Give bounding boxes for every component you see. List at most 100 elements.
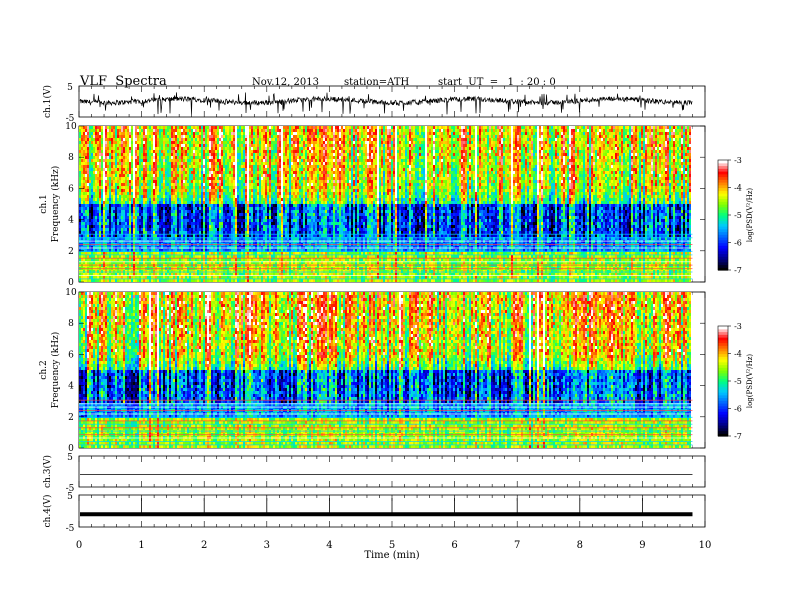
spectrogram-cell xyxy=(125,231,127,234)
spectrogram-cell xyxy=(93,129,95,132)
spectrogram-cell xyxy=(91,213,93,216)
spectrogram-cell xyxy=(103,219,105,222)
spectrogram-cell xyxy=(91,171,93,174)
spectrogram-cell xyxy=(87,132,89,135)
spectrogram-cell xyxy=(91,210,93,213)
spectrogram-cell xyxy=(109,222,111,225)
spectrogram-cell xyxy=(109,210,111,213)
spectrogram-cell xyxy=(111,177,113,180)
spectrogram-cell xyxy=(97,198,99,201)
spectrogram-cell xyxy=(131,228,133,231)
spectrogram-cell xyxy=(131,195,133,198)
spectrogram-cell xyxy=(103,192,105,195)
spectrogram-cell xyxy=(89,141,91,144)
spectrogram-cell xyxy=(83,183,85,186)
spectrogram-cell xyxy=(83,201,85,204)
spectrogram-cell xyxy=(127,201,129,204)
spectrogram-cell xyxy=(103,228,105,231)
spectrogram-cell xyxy=(133,207,135,210)
spectrogram-cell xyxy=(109,129,111,132)
spectrogram-cell xyxy=(85,222,87,225)
spectrogram-cell xyxy=(83,138,85,141)
spectrogram-cell xyxy=(133,279,135,282)
spectrogram-cell xyxy=(97,135,99,138)
ytick-label: 5 xyxy=(67,83,73,93)
spectrogram-cell xyxy=(109,270,111,273)
spectrogram-cell xyxy=(137,186,139,189)
spectrogram-cell xyxy=(85,168,87,171)
spectrogram-cell xyxy=(135,138,137,141)
spectrogram-cell xyxy=(111,228,113,231)
spectrogram-cell xyxy=(101,129,103,132)
spectrogram-cell xyxy=(103,231,105,234)
spectrogram-cell xyxy=(123,201,125,204)
spectrogram-cell xyxy=(125,192,127,195)
spectrogram-cell xyxy=(97,144,99,147)
spectrogram-cell xyxy=(87,216,89,219)
spectrogram-cell xyxy=(93,144,95,147)
spectrogram-cell xyxy=(121,153,123,156)
spectrogram-cell xyxy=(115,156,117,159)
spectrogram-cell xyxy=(93,156,95,159)
spectrogram-cell xyxy=(117,195,119,198)
spectrogram-cell xyxy=(87,219,89,222)
spectrogram-cell xyxy=(87,201,89,204)
spectrogram-cell xyxy=(81,174,83,177)
spectrogram-cell xyxy=(83,180,85,183)
spectrogram-cell xyxy=(85,213,87,216)
spectrogram-cell xyxy=(133,156,135,159)
spectrogram-cell xyxy=(127,231,129,234)
spectrogram-cell xyxy=(119,228,121,231)
spectrogram-cell xyxy=(135,165,137,168)
spectrogram-cell xyxy=(97,186,99,189)
spectrogram-cell xyxy=(95,207,97,210)
spectrogram-cell xyxy=(115,141,117,144)
spectrogram-cell xyxy=(137,153,139,156)
spectrogram-cell xyxy=(125,132,127,135)
spectrogram-cell xyxy=(87,129,89,132)
spectrogram-cell xyxy=(99,135,101,138)
spectrogram-cell xyxy=(137,180,139,183)
spectrogram-cell xyxy=(85,159,87,162)
spectrogram-cell xyxy=(109,144,111,147)
spectrogram-cell xyxy=(97,192,99,195)
spectrogram-cell xyxy=(91,270,93,273)
spectrogram-cell xyxy=(117,189,119,192)
spectrogram-cell xyxy=(101,222,103,225)
spectrogram-cell xyxy=(125,207,127,210)
spectrogram-cell xyxy=(127,186,129,189)
spectrogram-cell xyxy=(121,159,123,162)
spectrogram-cell xyxy=(85,180,87,183)
spectrogram-cell xyxy=(117,270,119,273)
spectrogram-cell xyxy=(129,129,131,132)
spectrogram-cell xyxy=(83,144,85,147)
spectrogram-cell xyxy=(97,270,99,273)
spectrogram-cell xyxy=(83,177,85,180)
spectrogram-cell xyxy=(131,174,133,177)
spectrogram-cell xyxy=(121,183,123,186)
spectrogram-cell xyxy=(125,189,127,192)
spectrogram-cell xyxy=(129,156,131,159)
spectrogram-cell xyxy=(95,279,97,282)
spectrogram-cell xyxy=(121,270,123,273)
spectrogram-cell xyxy=(89,126,91,129)
spectrogram-cell xyxy=(99,204,101,207)
spectrogram-cell xyxy=(129,171,131,174)
spectrogram-cell xyxy=(95,204,97,207)
spectrogram-cell xyxy=(101,177,103,180)
spectrogram-cell xyxy=(101,228,103,231)
spectrogram-cell xyxy=(115,192,117,195)
spectrogram-cell xyxy=(97,189,99,192)
spectrogram-cell xyxy=(89,213,91,216)
spectrogram-cell xyxy=(107,231,109,234)
spectrogram-cell xyxy=(129,174,131,177)
spectrogram-cell xyxy=(101,162,103,165)
spectrogram-cell xyxy=(109,204,111,207)
spectrogram-cell xyxy=(131,207,133,210)
spectrogram-cell xyxy=(79,201,81,204)
spectrogram-cell xyxy=(91,159,93,162)
spectrogram-cell xyxy=(97,195,99,198)
spectrogram-cell xyxy=(107,129,109,132)
spectrogram-cell xyxy=(125,255,127,258)
spectrogram-cell xyxy=(115,132,117,135)
